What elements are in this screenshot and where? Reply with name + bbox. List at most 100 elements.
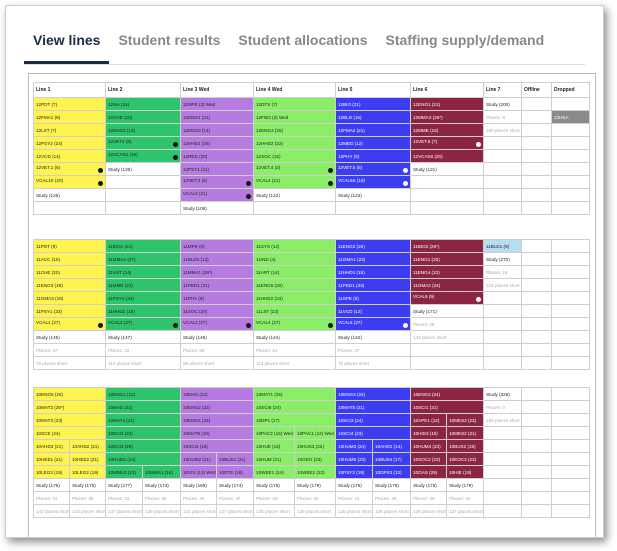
class-cell[interactable]: 10HUM3 (24) [335, 439, 374, 453]
class-cell[interactable]: 11GMA1 (23) [335, 252, 411, 266]
class-cell[interactable]: 12LST (7) [33, 123, 106, 137]
class-cell[interactable]: 12VET2 (8) [105, 136, 181, 150]
class-cell[interactable]: 12PSY2 (24) [33, 136, 106, 150]
class-cell[interactable]: 10BUS2 (19) [446, 439, 485, 453]
class-cell[interactable]: 10ENG1 (22) [105, 387, 182, 401]
class-cell[interactable]: 11CHE (20) [33, 265, 106, 279]
class-cell[interactable]: 10SCI3 (24) [335, 413, 412, 427]
class-cell[interactable]: 10MES2 (21) [446, 426, 485, 440]
class-cell[interactable]: 10HUM (21) [253, 452, 296, 466]
class-cell[interactable]: 10MAT1 (25) [253, 387, 337, 401]
class-cell[interactable]: 10MES3 (23) [446, 413, 485, 427]
class-cell[interactable]: 12VET.3 (6) [180, 175, 254, 189]
class-cell[interactable]: 10HUM2 (21) [180, 452, 218, 466]
class-cell[interactable]: 10VIS (13) Wed [180, 465, 218, 479]
class-cell[interactable]: 11LST (23) [253, 304, 336, 318]
class-cell[interactable]: 12CHE (10) [105, 110, 181, 124]
class-cell[interactable]: 10MAT2 (26*) [32, 400, 107, 414]
class-cell[interactable]: 11GMA2 (24) [410, 278, 484, 292]
class-cell[interactable]: 10LEG3 (19) [33, 465, 70, 479]
class-cell[interactable]: 10SCI3 (25) [105, 439, 182, 453]
class-cell[interactable]: 12MME (16) [410, 123, 484, 137]
class-cell[interactable]: 11GMA3 (18) [33, 291, 106, 305]
class-cell[interactable]: VCAL5S (18) [335, 175, 411, 189]
class-cell[interactable]: 10ENG4 (23) [180, 413, 255, 427]
class-cell[interactable]: 12VCD (14) [33, 149, 106, 163]
class-cell[interactable]: 10MAT3 (23) [32, 413, 107, 427]
class-cell[interactable]: 12HHD2 (22) [253, 136, 336, 150]
class-cell[interactable]: 12NPE (3) Wed [180, 97, 254, 111]
class-cell[interactable]: 11ACC (10) [33, 252, 106, 266]
class-cell[interactable]: 12VCAS2 (16) [105, 149, 181, 163]
class-cell[interactable]: 10MMA3 (23) [105, 465, 144, 479]
class-cell[interactable]: 10APE1 (12) [410, 413, 448, 427]
class-cell[interactable]: 11SOC (20) [180, 304, 254, 318]
class-cell[interactable]: 11PED1 (23) [335, 278, 411, 292]
class-cell[interactable]: 10DTE (18) [216, 465, 255, 479]
class-cell[interactable]: 12VET.4 (2) [253, 162, 336, 176]
class-cell[interactable]: 12HHD1 (25) [180, 136, 254, 150]
class-cell[interactable]: 10WEE2 (22) [294, 465, 337, 479]
class-cell[interactable]: 10BUS1 (21) [216, 452, 255, 466]
class-cell[interactable]: 12MED (12) [335, 136, 411, 150]
class-cell[interactable]: 11MMA1 (26*) [180, 265, 254, 279]
class-cell[interactable]: 10PSY2 (19) [335, 465, 374, 479]
class-cell[interactable]: 10GEO (23) [294, 452, 337, 466]
class-cell[interactable]: 12FMA1 (9) [33, 110, 106, 124]
class-cell[interactable]: 12VCAS6 (20) [410, 149, 484, 163]
class-cell[interactable]: 11PED1 (21) [180, 278, 254, 292]
class-cell[interactable]: 10ENG2 (22) [180, 400, 255, 414]
class-cell[interactable]: VCAL3 (27) [180, 317, 254, 331]
class-cell[interactable]: 10MAE (21) [105, 400, 182, 414]
class-cell[interactable]: 12VET.1 (6) [33, 162, 106, 176]
class-cell[interactable]: 12SOC (15) [253, 149, 336, 163]
class-cell[interactable]: 10GAS (25) [410, 465, 448, 479]
class-cell[interactable]: VCAL4 (21) [253, 175, 336, 189]
class-cell[interactable]: 10AHD2 (14) [372, 439, 412, 453]
class-cell[interactable]: 10SCI4 (18) [180, 439, 255, 453]
class-cell[interactable]: 11ENG2 (25) [335, 239, 411, 253]
class-cell[interactable]: 10MAT6 (18) [180, 426, 255, 440]
class-cell[interactable]: 12FMA2 (21) [335, 123, 411, 137]
class-cell[interactable]: 12PHY (6) [335, 149, 411, 163]
class-cell[interactable]: 11ENG1 (25) [410, 252, 484, 266]
tab-staffing-supply-demand[interactable]: Staffing supply/demand [385, 32, 545, 48]
class-cell[interactable]: 12BIO (21) [335, 97, 411, 111]
class-cell[interactable]: 10PAC2 (16) Wed [253, 426, 296, 440]
class-cell[interactable]: 10SOC2 (23) [410, 452, 448, 466]
class-cell[interactable]: 12PDT (7) [33, 97, 106, 111]
class-cell[interactable]: 10MAT5 (21) [335, 400, 412, 414]
class-cell[interactable]: 10LEG2 (19) [68, 465, 107, 479]
class-cell[interactable]: 12VET.5 (6) [335, 162, 411, 176]
class-cell[interactable]: VCAL1S (20) [33, 175, 106, 189]
class-cell[interactable]: VCAL2 (27) [105, 317, 181, 331]
class-cell[interactable]: 12BLD (15) [335, 110, 411, 124]
class-cell[interactable]: 10HIS3 (15) [410, 426, 448, 440]
class-cell[interactable]: VCAL4 (27) [253, 317, 336, 331]
tab-view-lines[interactable]: View lines [24, 24, 110, 64]
class-cell[interactable]: 11SPE (8) [335, 291, 411, 305]
class-cell[interactable]: 11MMA2 (27) [105, 252, 181, 266]
class-cell[interactable]: 10EOC3 (23) [446, 452, 485, 466]
class-cell[interactable]: 10HIE (19) [446, 465, 485, 479]
class-cell[interactable]: 10SCI1 (21) [410, 400, 485, 414]
class-cell[interactable]: 12ENG1 (21) [180, 110, 254, 124]
class-cell[interactable]: 10BUS4 (17) [372, 452, 412, 466]
class-cell[interactable]: VCAL3 (21) [180, 188, 254, 202]
class-cell[interactable]: 10DP1 (17) [253, 413, 337, 427]
class-cell[interactable]: 11ENG5 (20) [253, 278, 336, 292]
class-cell[interactable]: 11MPE (5) [180, 239, 254, 253]
class-cell[interactable]: 11HST (14) [105, 265, 181, 279]
class-cell[interactable]: 11ENG4 (22) [410, 265, 484, 279]
class-cell[interactable]: 12ENG1 (21) [410, 97, 484, 111]
class-cell[interactable]: 10MMA1 (16) [142, 465, 182, 479]
class-cell[interactable]: 10HUS3 (22) [294, 439, 337, 453]
class-cell[interactable]: 10ENG (22) [180, 387, 255, 401]
class-cell[interactable]: 11HHD2 (15) [105, 304, 181, 318]
class-cell[interactable]: 11SYS (12) [253, 239, 336, 253]
class-cell[interactable]: 11BIO2 (26*) [410, 239, 484, 253]
class-cell[interactable]: 11PSY1 (23) [33, 304, 106, 318]
class-cell[interactable]: 12ENG2 (13) [105, 123, 181, 137]
tab-student-results[interactable]: Student results [118, 32, 221, 48]
class-cell[interactable]: 11MME (22) [105, 278, 181, 292]
